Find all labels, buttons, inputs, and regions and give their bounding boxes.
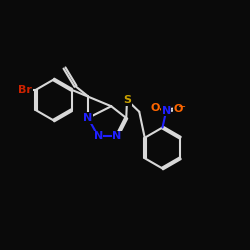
Text: O: O: [173, 104, 182, 114]
Text: O: O: [150, 104, 160, 114]
Text: N: N: [112, 131, 122, 141]
Text: N: N: [94, 131, 103, 141]
Text: −: −: [178, 102, 186, 112]
Text: N: N: [162, 106, 171, 116]
Text: Br: Br: [18, 85, 32, 95]
Text: S: S: [123, 95, 131, 105]
Text: N: N: [84, 113, 92, 123]
